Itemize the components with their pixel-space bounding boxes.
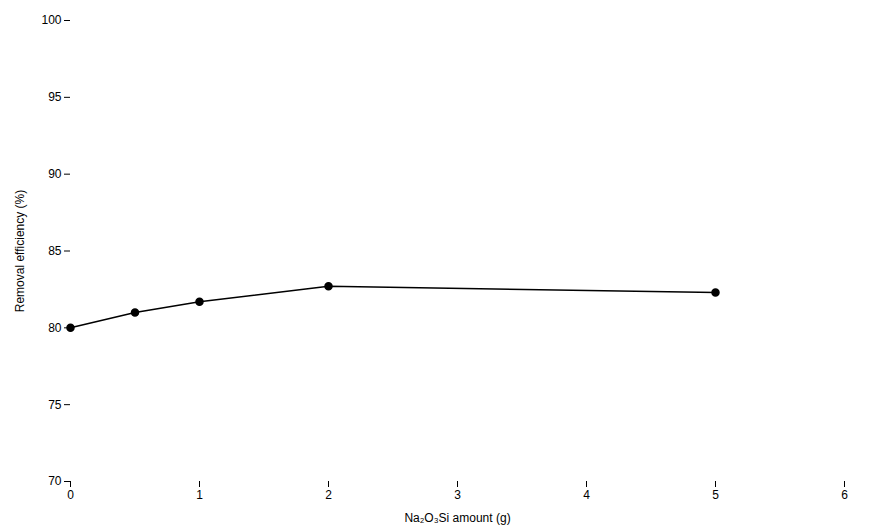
svg-text:80: 80 xyxy=(48,321,62,335)
svg-text:4: 4 xyxy=(583,488,590,502)
svg-text:100: 100 xyxy=(41,13,61,27)
svg-text:95: 95 xyxy=(48,90,62,104)
svg-text:85: 85 xyxy=(48,244,62,258)
svg-text:0: 0 xyxy=(67,488,74,502)
svg-text:Na₂O₃Si amount (g): Na₂O₃Si amount (g) xyxy=(404,511,510,525)
svg-text:70: 70 xyxy=(48,474,62,488)
svg-text:1: 1 xyxy=(196,488,203,502)
svg-text:75: 75 xyxy=(48,398,62,412)
svg-text:Removal efficiency (%): Removal efficiency (%) xyxy=(13,190,27,312)
svg-text:3: 3 xyxy=(454,488,461,502)
svg-text:6: 6 xyxy=(841,488,848,502)
svg-text:90: 90 xyxy=(48,167,62,181)
svg-text:5: 5 xyxy=(712,488,719,502)
svg-text:2: 2 xyxy=(325,488,332,502)
